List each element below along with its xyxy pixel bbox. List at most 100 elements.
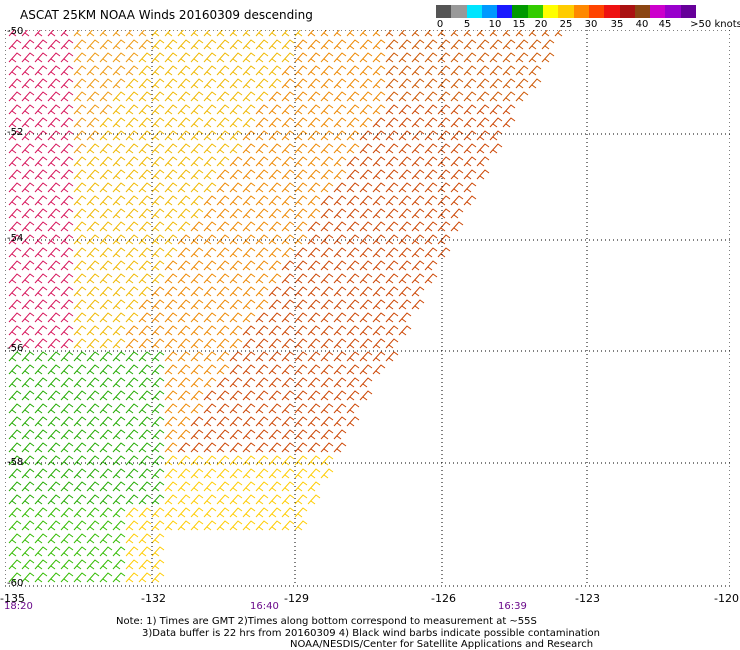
wind-barb [151,364,165,375]
wind-barb [8,143,22,154]
legend-color-swatch [680,5,697,18]
wind-barb [333,169,347,180]
wind-barb [125,520,139,531]
wind-barb [138,78,152,89]
time-label: 18:20 [4,601,33,612]
wind-barb [86,273,100,284]
wind-barb [190,156,204,167]
wind-barb [125,130,139,141]
wind-barb [177,117,191,128]
wind-barb [86,130,100,141]
wind-barb [411,286,425,297]
wind-barb [8,286,22,297]
wind-barb [47,234,61,245]
wind-barb [398,143,412,154]
wind-barb [34,286,48,297]
wind-barb [125,208,139,219]
wind-barb [463,195,477,206]
wind-barb [190,403,204,414]
wind-barb [177,286,191,297]
wind-barb [359,195,373,206]
wind-barb [229,442,243,453]
wind-barb [34,312,48,323]
wind-barb [307,338,321,349]
wind-barb [385,260,399,271]
wind-barb [450,130,464,141]
wind-barb [112,169,126,180]
wind-barb [125,403,139,414]
wind-barb [346,104,360,115]
wind-barb [190,130,204,141]
wind-barb [99,221,113,232]
wind-barb [216,520,230,531]
wind-barb [346,195,360,206]
wind-barb [190,429,204,440]
wind-barb [125,169,139,180]
wind-barb [125,455,139,466]
wind-barb [346,221,360,232]
wind-barb [489,65,503,76]
wind-barb [164,299,178,310]
wind-barb [359,325,373,336]
wind-barb [372,65,386,76]
wind-barb [502,91,516,102]
wind-barb [437,117,451,128]
wind-barb [99,572,113,583]
wind-barb [281,299,295,310]
wind-barb [307,195,321,206]
wind-barb [385,143,399,154]
wind-barb [151,299,165,310]
wind-barb [73,273,87,284]
wind-barb [34,30,47,37]
wind-barb [372,299,386,310]
wind-barb [502,30,515,37]
wind-barb [73,481,87,492]
wind-barb [21,117,35,128]
wind-barb [229,481,243,492]
wind-barb [164,507,178,518]
wind-barb [255,39,269,50]
wind-barb [268,338,282,349]
wind-barb [86,104,100,115]
wind-barb [320,104,334,115]
wind-barb [268,39,282,50]
wind-barb [8,234,22,245]
wind-barb [268,104,282,115]
wind-barb [463,156,477,167]
wind-barb [21,39,35,50]
wind-barb [333,195,347,206]
wind-barb [320,91,334,102]
wind-barb [463,130,477,141]
wind-barb [359,30,372,37]
wind-barb [190,247,204,258]
wind-barb [255,429,269,440]
wind-barb [112,455,126,466]
wind-barb [242,338,256,349]
wind-barb [190,143,204,154]
wind-barb [151,286,165,297]
wind-barb [99,234,113,245]
wind-barb [385,130,399,141]
wind-barb [190,325,204,336]
wind-barb [320,195,334,206]
wind-barb [47,533,61,544]
wind-barb [450,78,464,89]
wind-barb [151,494,165,505]
wind-barb [216,351,230,362]
wind-barb [34,377,48,388]
wind-barb [515,39,529,50]
wind-barb [73,572,87,583]
wind-barb [47,30,60,37]
wind-barb [229,403,243,414]
wind-barb [164,221,178,232]
wind-barb [216,299,230,310]
legend-color-swatch [436,5,452,18]
wind-barb [8,442,22,453]
wind-barb [294,130,308,141]
wind-barb [528,30,541,37]
wind-barb [34,494,48,505]
wind-barb [346,325,360,336]
wind-barb [8,221,22,232]
wind-barb [346,247,360,258]
wind-barb [411,104,425,115]
